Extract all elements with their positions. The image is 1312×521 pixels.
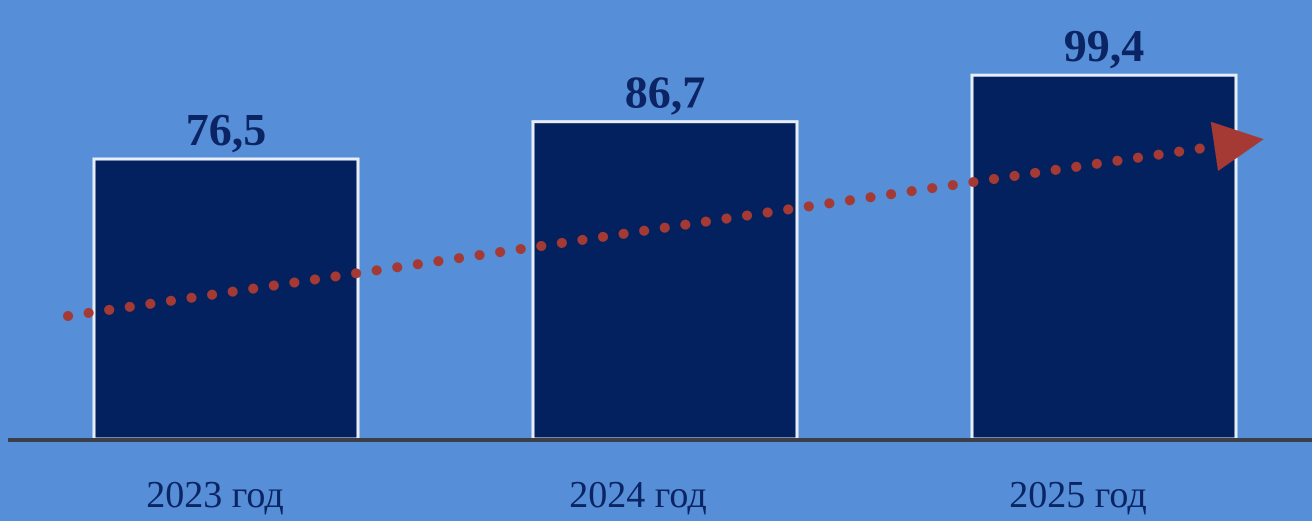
bar-3 xyxy=(970,73,1238,441)
bar-1 xyxy=(92,157,360,441)
bar-value-label-1: 76,5 xyxy=(186,104,267,155)
category-label-1: 2023 год xyxy=(146,474,283,516)
bar-value-label-3: 99,4 xyxy=(1064,20,1145,71)
category-label-2: 2024 год xyxy=(569,474,706,516)
category-label-3: 2025 год xyxy=(1009,474,1146,516)
bar-value-label-2: 86,7 xyxy=(625,67,706,118)
bar-2 xyxy=(531,120,799,441)
